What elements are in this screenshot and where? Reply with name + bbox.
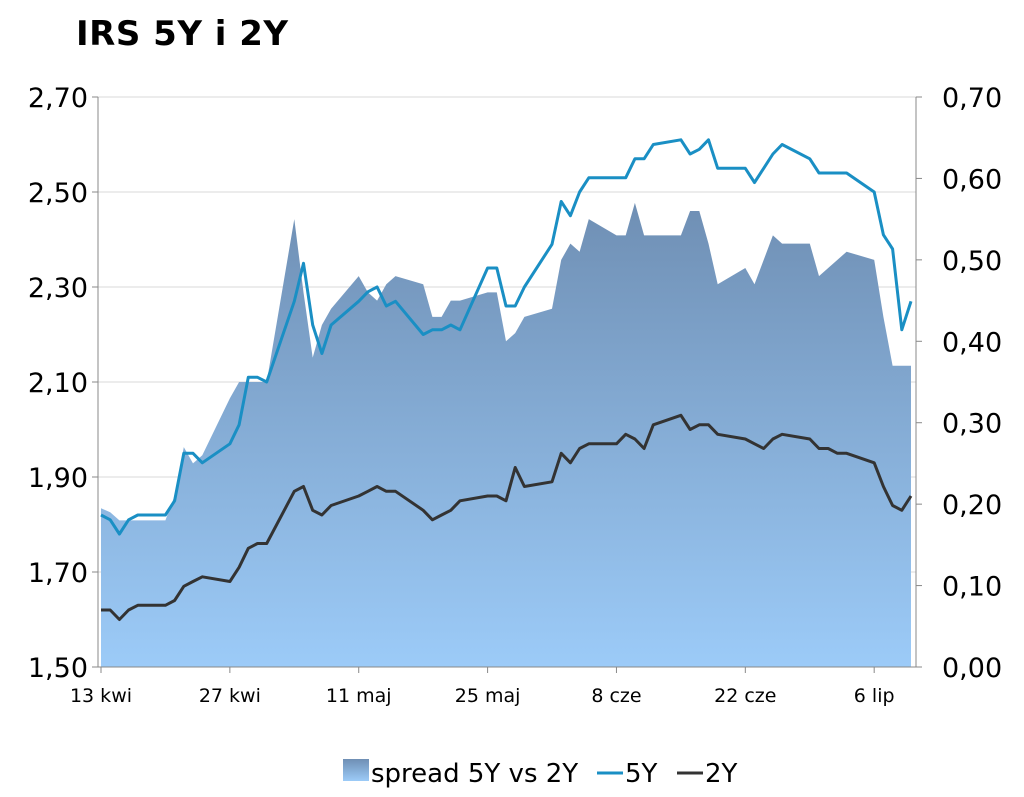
lines-layer <box>100 138 913 621</box>
x-tick-label: 8 cze <box>591 685 641 707</box>
y-left-tick-label: 1,70 <box>28 558 88 589</box>
y-left-tick-label: 2,50 <box>28 178 88 209</box>
series-line-2y <box>101 413 913 621</box>
chart-title: IRS 5Y i 2Y <box>76 14 289 54</box>
x-tick-label: 6 lip <box>854 685 895 707</box>
y-right-tick-label: 0,00 <box>942 653 1002 684</box>
y-right-tick-label: 0,60 <box>942 164 1002 195</box>
x-tick-label: 25 maj <box>455 685 521 707</box>
x-tick-label: 11 maj <box>326 685 392 707</box>
y-right-tick-label: 0,30 <box>942 409 1002 440</box>
y-left-tick-label: 1,90 <box>28 463 88 494</box>
y-left-tick-label: 1,50 <box>28 653 88 684</box>
spread-area-layer <box>101 202 911 667</box>
axes <box>92 96 922 673</box>
y-right-tick-label: 0,40 <box>942 327 1002 358</box>
y-right-tick-label: 0,70 <box>942 83 1002 114</box>
y-left-tick-label: 2,70 <box>28 83 88 114</box>
legend-label-2y: 2Y <box>705 759 738 789</box>
spread-5y-vs-2y-area <box>101 202 911 667</box>
legend-label-spread: spread 5Y vs 2Y <box>371 759 578 789</box>
x-tick-label: 13 kwi <box>70 685 132 707</box>
x-tick-label: 22 cze <box>714 685 776 707</box>
y-right-tick-label: 0,20 <box>942 490 1002 521</box>
tick-labels: 1,50 1,70 1,90 2,10 2,30 2,50 2,70 0,00 0,10 0,20… <box>28 83 1002 707</box>
y-right-tick-label: 0,50 <box>942 246 1002 277</box>
x-tick-label: 27 kwi <box>199 685 261 707</box>
legend-swatch-spread <box>343 759 369 781</box>
legend-label-5y: 5Y <box>625 759 658 789</box>
series-line-5y <box>100 138 913 536</box>
y-left-tick-label: 2,10 <box>28 368 88 399</box>
y-right-tick-label: 0,10 <box>942 572 1002 603</box>
legend: spread 5Y vs 2Y 5Y 2Y <box>343 759 738 789</box>
y-left-tick-label: 2,30 <box>28 273 88 304</box>
